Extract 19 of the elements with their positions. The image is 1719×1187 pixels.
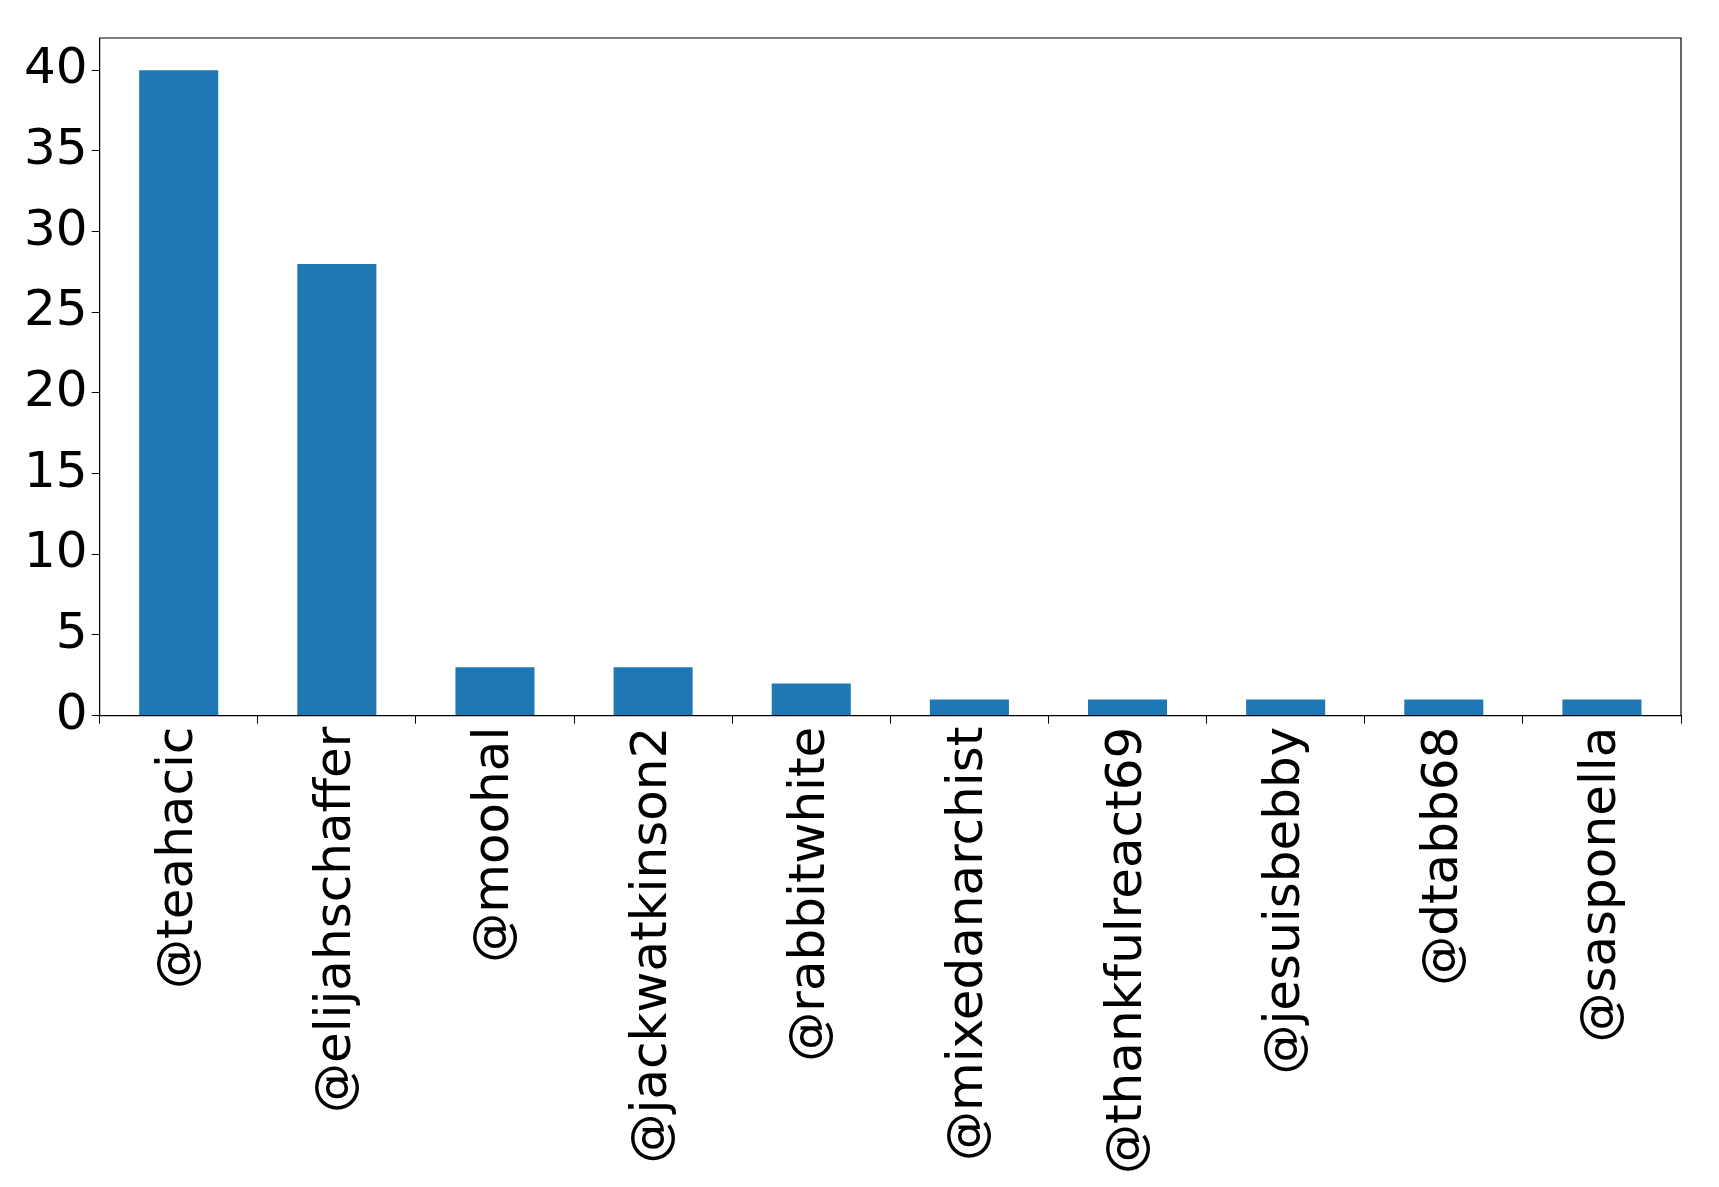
x-tick-label: @moohal [461,726,520,963]
y-tick-label: 40 [24,37,88,96]
x-tick-label: @jesuisbebby [1252,726,1311,1075]
x-tick-label: @teahacic [145,726,204,989]
x-tick-label: @rabbitwhite [778,726,837,1062]
y-tick-label: 25 [24,279,88,338]
y-tick-label: 35 [24,117,88,176]
x-tick-label: @mixedanarchist [936,726,995,1161]
x-tick-label: @thankfulreact69 [1094,726,1153,1174]
x-tick-label: @elijahschaffer [303,726,362,1114]
y-tick-label: 15 [24,440,88,499]
x-tick-label: @sasponella [1568,726,1627,1043]
y-tick-label: 20 [24,359,88,418]
y-tick-label: 30 [24,198,88,257]
y-tick-label: 0 [55,682,88,741]
y-tick-label: 10 [24,521,88,580]
x-tick-label: @jackwatkinson2 [620,726,679,1164]
x-tick-label: @dtabb68 [1410,726,1469,986]
y-tick-label: 5 [55,601,88,660]
